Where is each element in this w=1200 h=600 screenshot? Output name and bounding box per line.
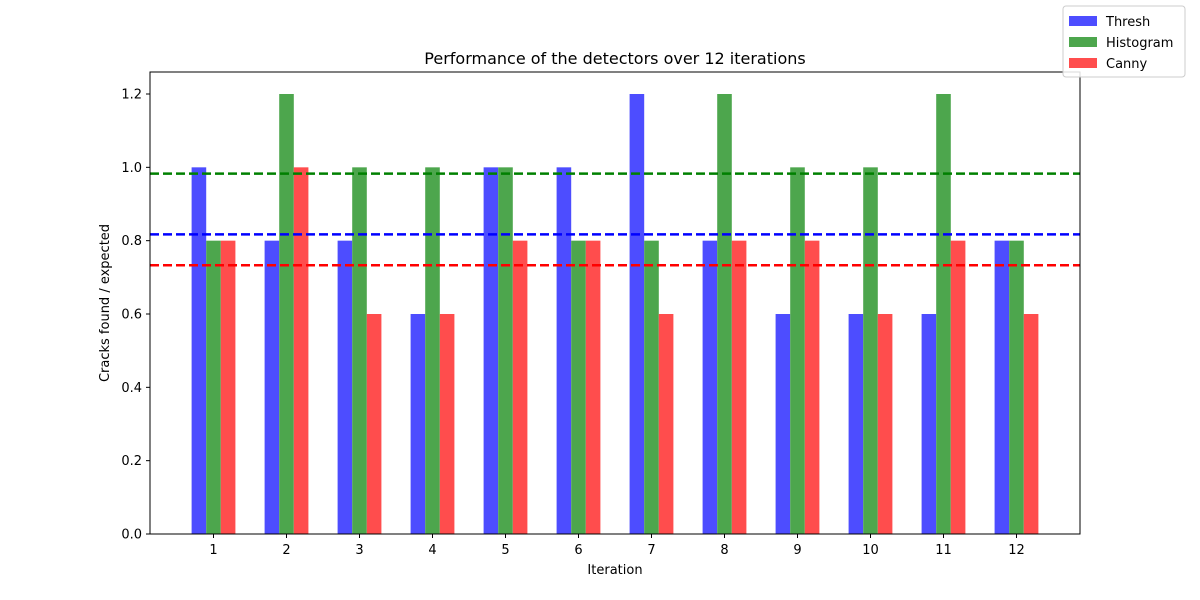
bar-canny-2 (293, 167, 309, 535)
plot-frame (149, 71, 1081, 535)
axes-layer: 1 2 3 4 5 6 7 8 9 10 11 120.00.20.40.60.81.01.2 (121, 88, 1024, 559)
bar-thresh-10 (848, 314, 864, 534)
bar-histogram-5 (498, 167, 513, 535)
bar-thresh-8 (702, 240, 718, 534)
bar-canny-7 (658, 314, 674, 534)
reference-lines-layer (150, 172, 1080, 267)
bar-histogram-11 (936, 94, 951, 534)
legend-swatch-thresh (1069, 16, 1097, 26)
bar-canny-8 (731, 240, 747, 534)
y-tick-label: 0.4 (121, 381, 142, 396)
bar-canny-11 (950, 240, 966, 534)
bar-histogram-8 (717, 94, 732, 534)
x-tick-label: 12 (1008, 543, 1025, 558)
x-tick-label: 10 (862, 543, 879, 558)
bar-canny-4 (439, 314, 455, 534)
bar-thresh-4 (410, 314, 426, 534)
bar-histogram-7 (644, 240, 659, 534)
bar-histogram-12 (1009, 240, 1024, 534)
bar-histogram-6 (571, 240, 586, 534)
x-tick-label: 9 (793, 543, 801, 558)
chart-title: Performance of the detectors over 12 ite… (424, 49, 805, 68)
bar-canny-12 (1023, 314, 1039, 534)
bars-layer (191, 94, 1039, 535)
x-tick-label: 4 (428, 543, 436, 558)
y-tick-label: 0.8 (121, 234, 142, 249)
x-tick-label: 8 (720, 543, 728, 558)
bar-thresh-7 (629, 94, 645, 534)
legend: Thresh Histogram Canny (1062, 5, 1186, 78)
y-tick-label: 1.0 (121, 161, 142, 176)
bar-canny-10 (877, 314, 893, 534)
x-tick-label: 6 (574, 543, 582, 558)
y-tick-label: 0.0 (121, 528, 142, 543)
legend-label-canny: Canny (1106, 57, 1148, 72)
x-tick-label: 5 (501, 543, 509, 558)
x-tick-label: 3 (355, 543, 363, 558)
bar-thresh-11 (921, 314, 937, 534)
y-axis-label: Cracks found / expected (98, 224, 113, 382)
x-tick-label: 1 (209, 543, 217, 558)
y-tick-label: 1.2 (121, 88, 142, 103)
bar-canny-5 (512, 240, 528, 534)
bar-thresh-6 (556, 167, 572, 535)
x-axis-label: Iteration (587, 563, 642, 578)
bar-histogram-1 (206, 240, 221, 534)
bar-thresh-3 (337, 240, 353, 534)
bar-thresh-2 (264, 240, 280, 534)
bar-histogram-2 (279, 94, 294, 534)
bar-histogram-3 (352, 167, 367, 535)
bar-canny-9 (804, 240, 820, 534)
y-tick-label: 0.2 (121, 454, 142, 469)
bar-thresh-9 (775, 314, 791, 534)
legend-label-histogram: Histogram (1106, 36, 1173, 51)
bar-histogram-4 (425, 167, 440, 535)
bar-thresh-5 (483, 167, 499, 535)
legend-label-thresh: Thresh (1105, 15, 1150, 30)
bar-histogram-9 (790, 167, 805, 535)
bar-thresh-12 (994, 240, 1010, 534)
bar-canny-3 (366, 314, 382, 534)
bar-canny-6 (585, 240, 601, 534)
legend-swatch-canny (1069, 58, 1097, 68)
bar-canny-1 (220, 240, 236, 534)
x-tick-label: 11 (935, 543, 952, 558)
bar-thresh-1 (191, 167, 207, 535)
bar-histogram-10 (863, 167, 878, 535)
x-tick-label: 7 (647, 543, 655, 558)
x-tick-label: 2 (282, 543, 290, 558)
y-tick-label: 0.6 (121, 308, 142, 323)
legend-swatch-histogram (1069, 37, 1097, 47)
